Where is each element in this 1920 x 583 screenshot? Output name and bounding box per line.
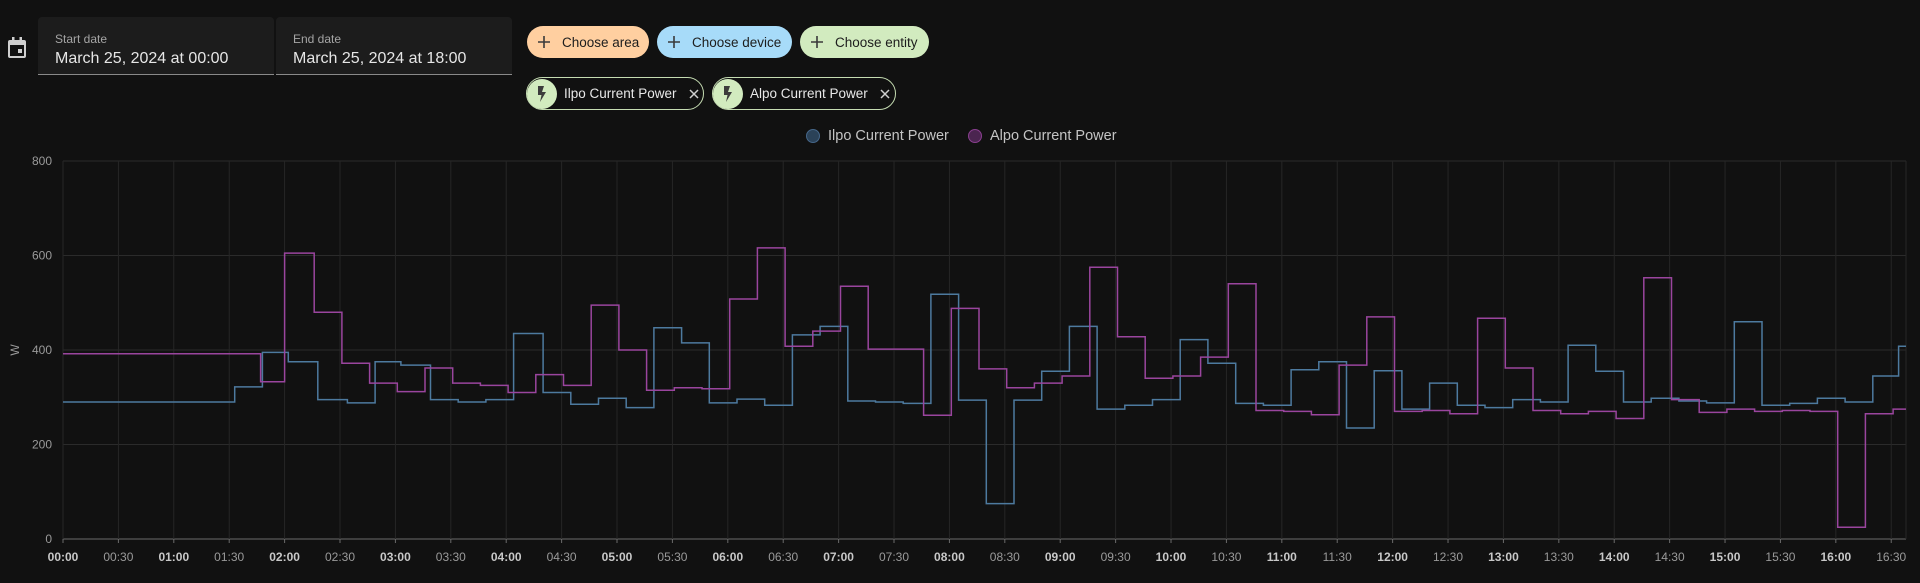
plus-icon — [811, 36, 823, 48]
x-tick-label: 07:30 — [879, 550, 909, 564]
y-tick-label: 400 — [32, 343, 52, 357]
legend-item-ilpo[interactable]: Ilpo Current Power — [806, 128, 949, 144]
x-tick-label: 16:00 — [1820, 550, 1851, 564]
selected-entity-ilpo[interactable]: Ilpo Current Power — [526, 77, 704, 110]
x-tick-label: 11:00 — [1267, 550, 1297, 564]
x-tick-label: 05:30 — [657, 550, 687, 564]
x-tick-label: 06:30 — [768, 550, 798, 564]
x-tick-label: 02:30 — [325, 550, 355, 564]
x-tick-label: 01:00 — [158, 550, 189, 564]
choose-area-button[interactable]: Choose area — [527, 26, 649, 58]
x-tick-label: 14:00 — [1599, 550, 1630, 564]
selected-entity-label: Ilpo Current Power — [564, 86, 677, 101]
x-tick-label: 09:00 — [1045, 550, 1076, 564]
series-line-ilpo — [63, 293, 1906, 505]
choose-device-label: Choose device — [692, 34, 782, 50]
y-tick-label: 200 — [32, 438, 52, 452]
chart-legend: Ilpo Current Power Alpo Current Power — [0, 126, 1920, 148]
legend-dot-alpo — [968, 129, 982, 143]
selected-entity-label: Alpo Current Power — [750, 86, 868, 101]
close-icon[interactable] — [688, 88, 700, 100]
choose-device-button[interactable]: Choose device — [657, 26, 792, 58]
y-tick-label: 0 — [45, 532, 52, 546]
end-date-label: End date — [293, 32, 342, 46]
start-date-value: March 25, 2024 at 00:00 — [55, 50, 229, 67]
x-tick-label: 09:30 — [1101, 550, 1131, 564]
x-tick-label: 04:30 — [547, 550, 577, 564]
x-tick-label: 15:00 — [1710, 550, 1741, 564]
legend-label-alpo: Alpo Current Power — [990, 128, 1117, 144]
x-tick-label: 03:00 — [380, 550, 411, 564]
y-tick-label: 800 — [32, 154, 52, 168]
calendar-icon[interactable] — [6, 36, 28, 60]
x-tick-label: 00:00 — [48, 550, 79, 564]
x-tick-label: 10:00 — [1156, 550, 1187, 564]
x-tick-label: 15:30 — [1765, 550, 1795, 564]
x-tick-label: 04:00 — [491, 550, 522, 564]
x-tick-label: 13:30 — [1544, 550, 1574, 564]
x-tick-label: 02:00 — [269, 550, 300, 564]
start-date-label: Start date — [55, 32, 108, 46]
x-tick-label: 03:30 — [436, 550, 466, 564]
close-icon[interactable] — [879, 88, 891, 100]
x-tick-label: 06:00 — [712, 550, 743, 564]
choose-entity-label: Choose entity — [835, 34, 918, 50]
start-date-field[interactable]: Start date March 25, 2024 at 00:00 — [38, 17, 274, 75]
x-tick-label: 05:00 — [602, 550, 633, 564]
x-tick-label: 08:30 — [990, 550, 1020, 564]
selected-entity-alpo[interactable]: Alpo Current Power — [712, 77, 896, 110]
legend-dot-ilpo — [806, 129, 820, 143]
end-date-field[interactable]: End date March 25, 2024 at 18:00 — [276, 17, 512, 75]
x-tick-label: 14:30 — [1655, 550, 1685, 564]
x-tick-label: 01:30 — [214, 550, 244, 564]
x-tick-label: 07:00 — [823, 550, 854, 564]
x-tick-label: 13:00 — [1488, 550, 1519, 564]
x-tick-label: 16:30 — [1876, 550, 1906, 564]
choose-entity-button[interactable]: Choose entity — [800, 26, 929, 58]
history-chart[interactable]: 0 200 400 600 800 00:00 00:30 01:00 01:30 02:00 02… — [0, 150, 1920, 583]
chart-series — [63, 247, 1906, 528]
y-tick-label: 600 — [32, 249, 52, 263]
legend-item-alpo[interactable]: Alpo Current Power — [968, 128, 1117, 144]
y-axis-label: W — [8, 344, 22, 356]
x-tick-label: 10:30 — [1211, 550, 1241, 564]
x-tick-label: 12:00 — [1377, 550, 1408, 564]
flash-icon — [527, 78, 557, 109]
end-date-value: March 25, 2024 at 18:00 — [293, 50, 467, 67]
legend-label-ilpo: Ilpo Current Power — [828, 128, 949, 144]
x-tick-label: 00:30 — [103, 550, 133, 564]
plus-icon — [538, 36, 550, 48]
x-tick-label: 08:00 — [934, 550, 965, 564]
series-line-alpo — [63, 247, 1906, 528]
choose-area-label: Choose area — [562, 34, 640, 50]
x-tick-label: 11:30 — [1323, 550, 1352, 564]
x-tick-label: 12:30 — [1433, 550, 1463, 564]
flash-icon — [713, 78, 743, 109]
plus-icon — [668, 36, 680, 48]
chart-grid — [62, 160, 1907, 540]
chart-axes: 0 200 400 600 800 00:00 00:30 01:00 01:30 02:00 02… — [8, 154, 1907, 564]
